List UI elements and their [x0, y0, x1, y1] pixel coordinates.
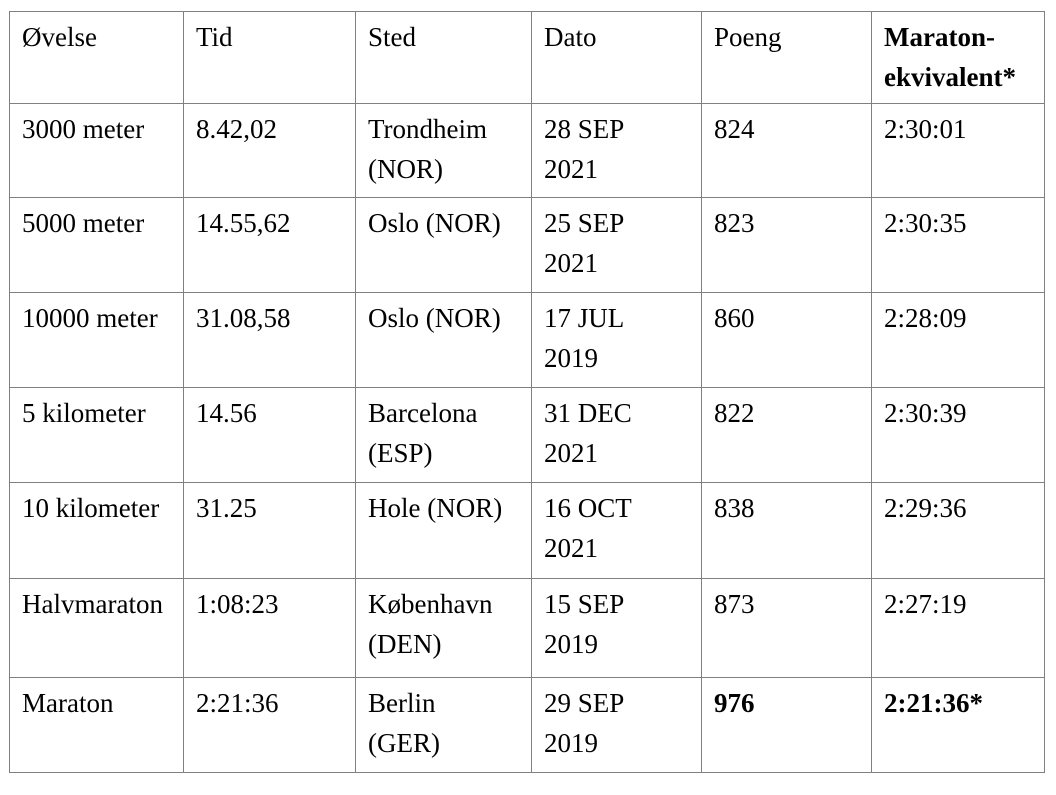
- cell-poeng: 824: [701, 103, 872, 198]
- cell-maraton: 2:27:19: [871, 578, 1045, 678]
- cell-sted: Oslo (NOR): [355, 197, 532, 293]
- cell-sted: Berlin (GER): [355, 677, 532, 773]
- cell-sted: Oslo (NOR): [355, 292, 532, 388]
- cell-poeng: 838: [701, 482, 872, 579]
- table-row: 10 kilometer 31.25 Hole (NOR) 16 OCT 202…: [9, 482, 1045, 579]
- cell-poeng: 873: [701, 578, 872, 678]
- table-row: 10000 meter 31.08,58 Oslo (NOR) 17 JUL 2…: [9, 292, 1045, 388]
- cell-maraton: 2:29:36: [871, 482, 1045, 579]
- table-row: 5000 meter 14.55,62 Oslo (NOR) 25 SEP 20…: [9, 197, 1045, 293]
- header-row: Øvelse Tid Sted Dato Poeng Maraton- ekvi…: [9, 11, 1045, 104]
- table-row: Halvmaraton 1:08:23 København (DEN) 15 S…: [9, 578, 1045, 678]
- cell-sted: Hole (NOR): [355, 482, 532, 579]
- table-row: 5 kilometer 14.56 Barcelona (ESP) 31 DEC…: [9, 387, 1045, 483]
- cell-maraton: 2:21:36*: [871, 677, 1045, 773]
- cell-tid: 14.56: [183, 387, 356, 483]
- cell-tid: 1:08:23: [183, 578, 356, 678]
- cell-dato: 29 SEP 2019: [531, 677, 702, 773]
- cell-ovelse: 10 kilometer: [9, 482, 184, 579]
- results-table: Øvelse Tid Sted Dato Poeng Maraton- ekvi…: [9, 11, 1045, 773]
- column-header-ovelse: Øvelse: [9, 11, 184, 104]
- cell-ovelse: 3000 meter: [9, 103, 184, 198]
- column-header-tid: Tid: [183, 11, 356, 104]
- cell-tid: 31.08,58: [183, 292, 356, 388]
- cell-poeng: 823: [701, 197, 872, 293]
- cell-poeng: 860: [701, 292, 872, 388]
- cell-poeng: 822: [701, 387, 872, 483]
- cell-maraton: 2:30:01: [871, 103, 1045, 198]
- cell-dato: 31 DEC 2021: [531, 387, 702, 483]
- table-row: Maraton 2:21:36 Berlin (GER) 29 SEP 2019…: [9, 677, 1045, 773]
- cell-dato: 17 JUL 2019: [531, 292, 702, 388]
- cell-poeng: 976: [701, 677, 872, 773]
- cell-sted: Barcelona (ESP): [355, 387, 532, 483]
- cell-maraton: 2:28:09: [871, 292, 1045, 388]
- cell-maraton: 2:30:39: [871, 387, 1045, 483]
- column-header-dato: Dato: [531, 11, 702, 104]
- cell-tid: 8.42,02: [183, 103, 356, 198]
- cell-maraton: 2:30:35: [871, 197, 1045, 293]
- column-header-maraton-ekvivalent: Maraton- ekvivalent*: [871, 11, 1045, 104]
- table-row: 3000 meter 8.42,02 Trondheim (NOR) 28 SE…: [9, 103, 1045, 198]
- cell-dato: 15 SEP 2019: [531, 578, 702, 678]
- cell-sted: Trondheim (NOR): [355, 103, 532, 198]
- cell-ovelse: 5000 meter: [9, 197, 184, 293]
- column-header-sted: Sted: [355, 11, 532, 104]
- cell-dato: 25 SEP 2021: [531, 197, 702, 293]
- cell-sted: København (DEN): [355, 578, 532, 678]
- cell-ovelse: Halvmaraton: [9, 578, 184, 678]
- cell-tid: 14.55,62: [183, 197, 356, 293]
- cell-ovelse: 5 kilometer: [9, 387, 184, 483]
- cell-dato: 28 SEP 2021: [531, 103, 702, 198]
- cell-tid: 2:21:36: [183, 677, 356, 773]
- cell-ovelse: 10000 meter: [9, 292, 184, 388]
- column-header-poeng: Poeng: [701, 11, 872, 104]
- cell-dato: 16 OCT 2021: [531, 482, 702, 579]
- cell-tid: 31.25: [183, 482, 356, 579]
- cell-ovelse: Maraton: [9, 677, 184, 773]
